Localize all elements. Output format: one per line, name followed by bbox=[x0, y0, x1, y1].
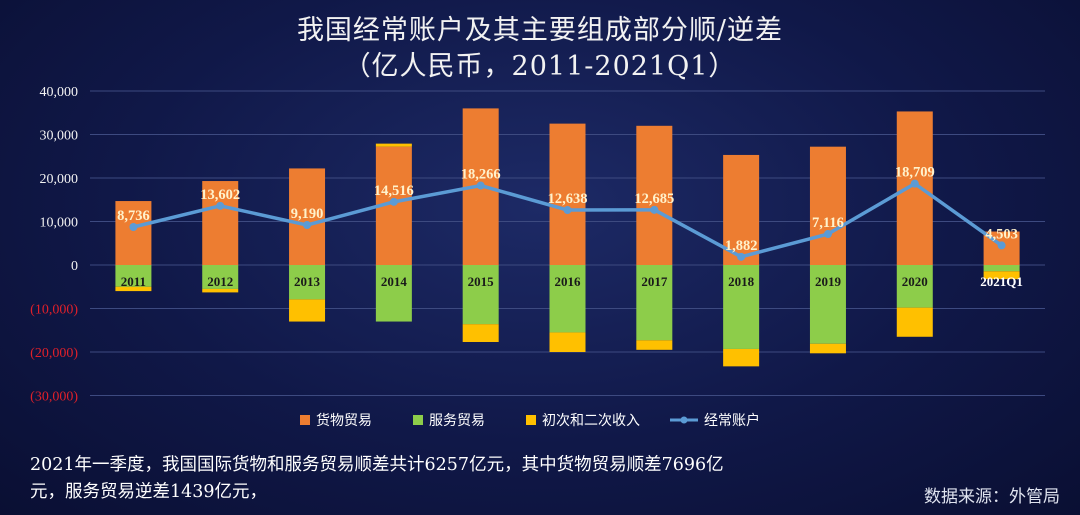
bar-services bbox=[115, 265, 152, 287]
y-tick-label: 30,000 bbox=[40, 129, 79, 144]
current-account-point bbox=[737, 252, 746, 261]
bar-goods bbox=[723, 154, 760, 265]
bar-services bbox=[549, 265, 586, 333]
data-label: 1,882 bbox=[725, 238, 758, 254]
bar-goods bbox=[115, 201, 152, 265]
bar-income bbox=[549, 332, 586, 352]
current-account-point bbox=[910, 179, 919, 188]
category-label: 2021Q1 bbox=[980, 274, 1023, 289]
current-account-point bbox=[823, 230, 832, 239]
bar-goods bbox=[289, 168, 326, 265]
y-tick-label: 40,000 bbox=[40, 85, 79, 100]
bar-goods bbox=[636, 125, 673, 265]
bar-income bbox=[896, 307, 933, 337]
data-source: 数据来源：外管局 bbox=[924, 487, 1060, 507]
y-tick-label: 20,000 bbox=[40, 172, 79, 187]
category-label: 2015 bbox=[468, 274, 495, 289]
bar-income bbox=[809, 343, 846, 354]
legend-label: 初次和二次收入 bbox=[542, 412, 640, 429]
data-label: 18,266 bbox=[461, 167, 501, 183]
y-tick-label: (30,000) bbox=[30, 390, 78, 405]
legend-swatch bbox=[300, 415, 310, 425]
current-account-point bbox=[563, 206, 572, 215]
legend-swatch bbox=[413, 415, 423, 425]
bar-services bbox=[289, 265, 326, 300]
line-labels: 8,736 13,602 9,190 14,516 18,266 12,638 12,685… bbox=[117, 165, 1018, 254]
data-label: 14,516 bbox=[374, 183, 414, 199]
legend-label: 服务贸易 bbox=[429, 413, 485, 429]
category-label: 2017 bbox=[641, 274, 668, 289]
current-account-point bbox=[997, 241, 1006, 250]
bar-services bbox=[636, 265, 673, 341]
legend-label: 货物贸易 bbox=[316, 412, 372, 429]
bars bbox=[115, 108, 1020, 367]
category-label: 2020 bbox=[902, 274, 928, 289]
bar-services bbox=[375, 265, 412, 322]
bar-services bbox=[723, 265, 760, 349]
legend: 货物贸易 服务贸易 初次和二次收入 经常账户 bbox=[300, 412, 760, 429]
data-label: 18,709 bbox=[895, 165, 935, 181]
y-tick-label: (20,000) bbox=[30, 346, 78, 361]
bar-income bbox=[289, 299, 326, 322]
current-account-point bbox=[389, 197, 398, 206]
bar-services bbox=[202, 265, 239, 289]
y-tick-label: 0 bbox=[71, 259, 78, 274]
bar-income bbox=[202, 288, 239, 293]
category-label: 2013 bbox=[294, 274, 321, 289]
summary-line-1: 2021年一季度，我国国际货物和服务贸易顺差共计6257亿元，其中货物贸易顺差7… bbox=[30, 455, 724, 475]
bar-income bbox=[462, 324, 499, 342]
bar-goods bbox=[202, 181, 239, 265]
current-account-point bbox=[303, 221, 312, 230]
category-label: 2012 bbox=[207, 274, 233, 289]
current-account-point bbox=[129, 222, 138, 231]
current-account-point bbox=[476, 181, 485, 190]
bar-income bbox=[983, 271, 1020, 280]
bar-goods bbox=[896, 111, 933, 265]
legend-swatch bbox=[526, 415, 536, 425]
y-axis: 40,000 30,000 20,000 10,000 0 (10,000) (20,000… bbox=[30, 85, 78, 405]
current-account-point bbox=[650, 205, 659, 214]
chart-subtitle: （亿人民币，2011-2021Q1） bbox=[343, 51, 737, 82]
data-label: 12,638 bbox=[548, 191, 588, 207]
bar-services bbox=[462, 265, 499, 325]
bar-services bbox=[896, 265, 933, 308]
data-label: 4,503 bbox=[985, 226, 1018, 242]
summary-note: 2021年一季度，我国国际货物和服务贸易顺差共计6257亿元，其中货物贸易顺差7… bbox=[30, 452, 850, 506]
data-label: 8,736 bbox=[117, 208, 150, 224]
bar-income bbox=[636, 340, 673, 350]
y-tick-label: 10,000 bbox=[40, 216, 79, 231]
category-label: 2018 bbox=[728, 274, 755, 289]
bar-income bbox=[115, 286, 152, 292]
category-label: 2011 bbox=[121, 274, 146, 289]
data-label: 12,685 bbox=[634, 191, 674, 207]
bar-services bbox=[983, 265, 1020, 272]
data-label: 13,602 bbox=[200, 187, 240, 203]
legend-label: 经常账户 bbox=[704, 412, 760, 429]
data-label: 7,116 bbox=[812, 215, 844, 231]
y-tick-label: (10,000) bbox=[30, 303, 78, 318]
category-labels: 2011 2012 2013 2014 2015 2016 2017 2018 2019 2020… bbox=[121, 274, 1023, 289]
category-label: 2016 bbox=[555, 274, 582, 289]
bar-income bbox=[723, 348, 760, 367]
bar-goods bbox=[549, 123, 586, 265]
current-account-point bbox=[216, 201, 225, 210]
chart-title: 我国经常账户及其主要组成部分顺/逆差 bbox=[296, 15, 784, 46]
bar-services bbox=[809, 265, 846, 344]
category-label: 2019 bbox=[815, 274, 842, 289]
data-label: 9,190 bbox=[291, 206, 324, 222]
category-label: 2014 bbox=[381, 274, 408, 289]
legend-marker bbox=[680, 416, 688, 424]
bar-income bbox=[375, 143, 412, 147]
bar-goods bbox=[809, 146, 846, 265]
summary-line-2: 元，服务贸易逆差1439亿元， bbox=[30, 482, 268, 502]
current-account-line bbox=[129, 179, 1006, 261]
